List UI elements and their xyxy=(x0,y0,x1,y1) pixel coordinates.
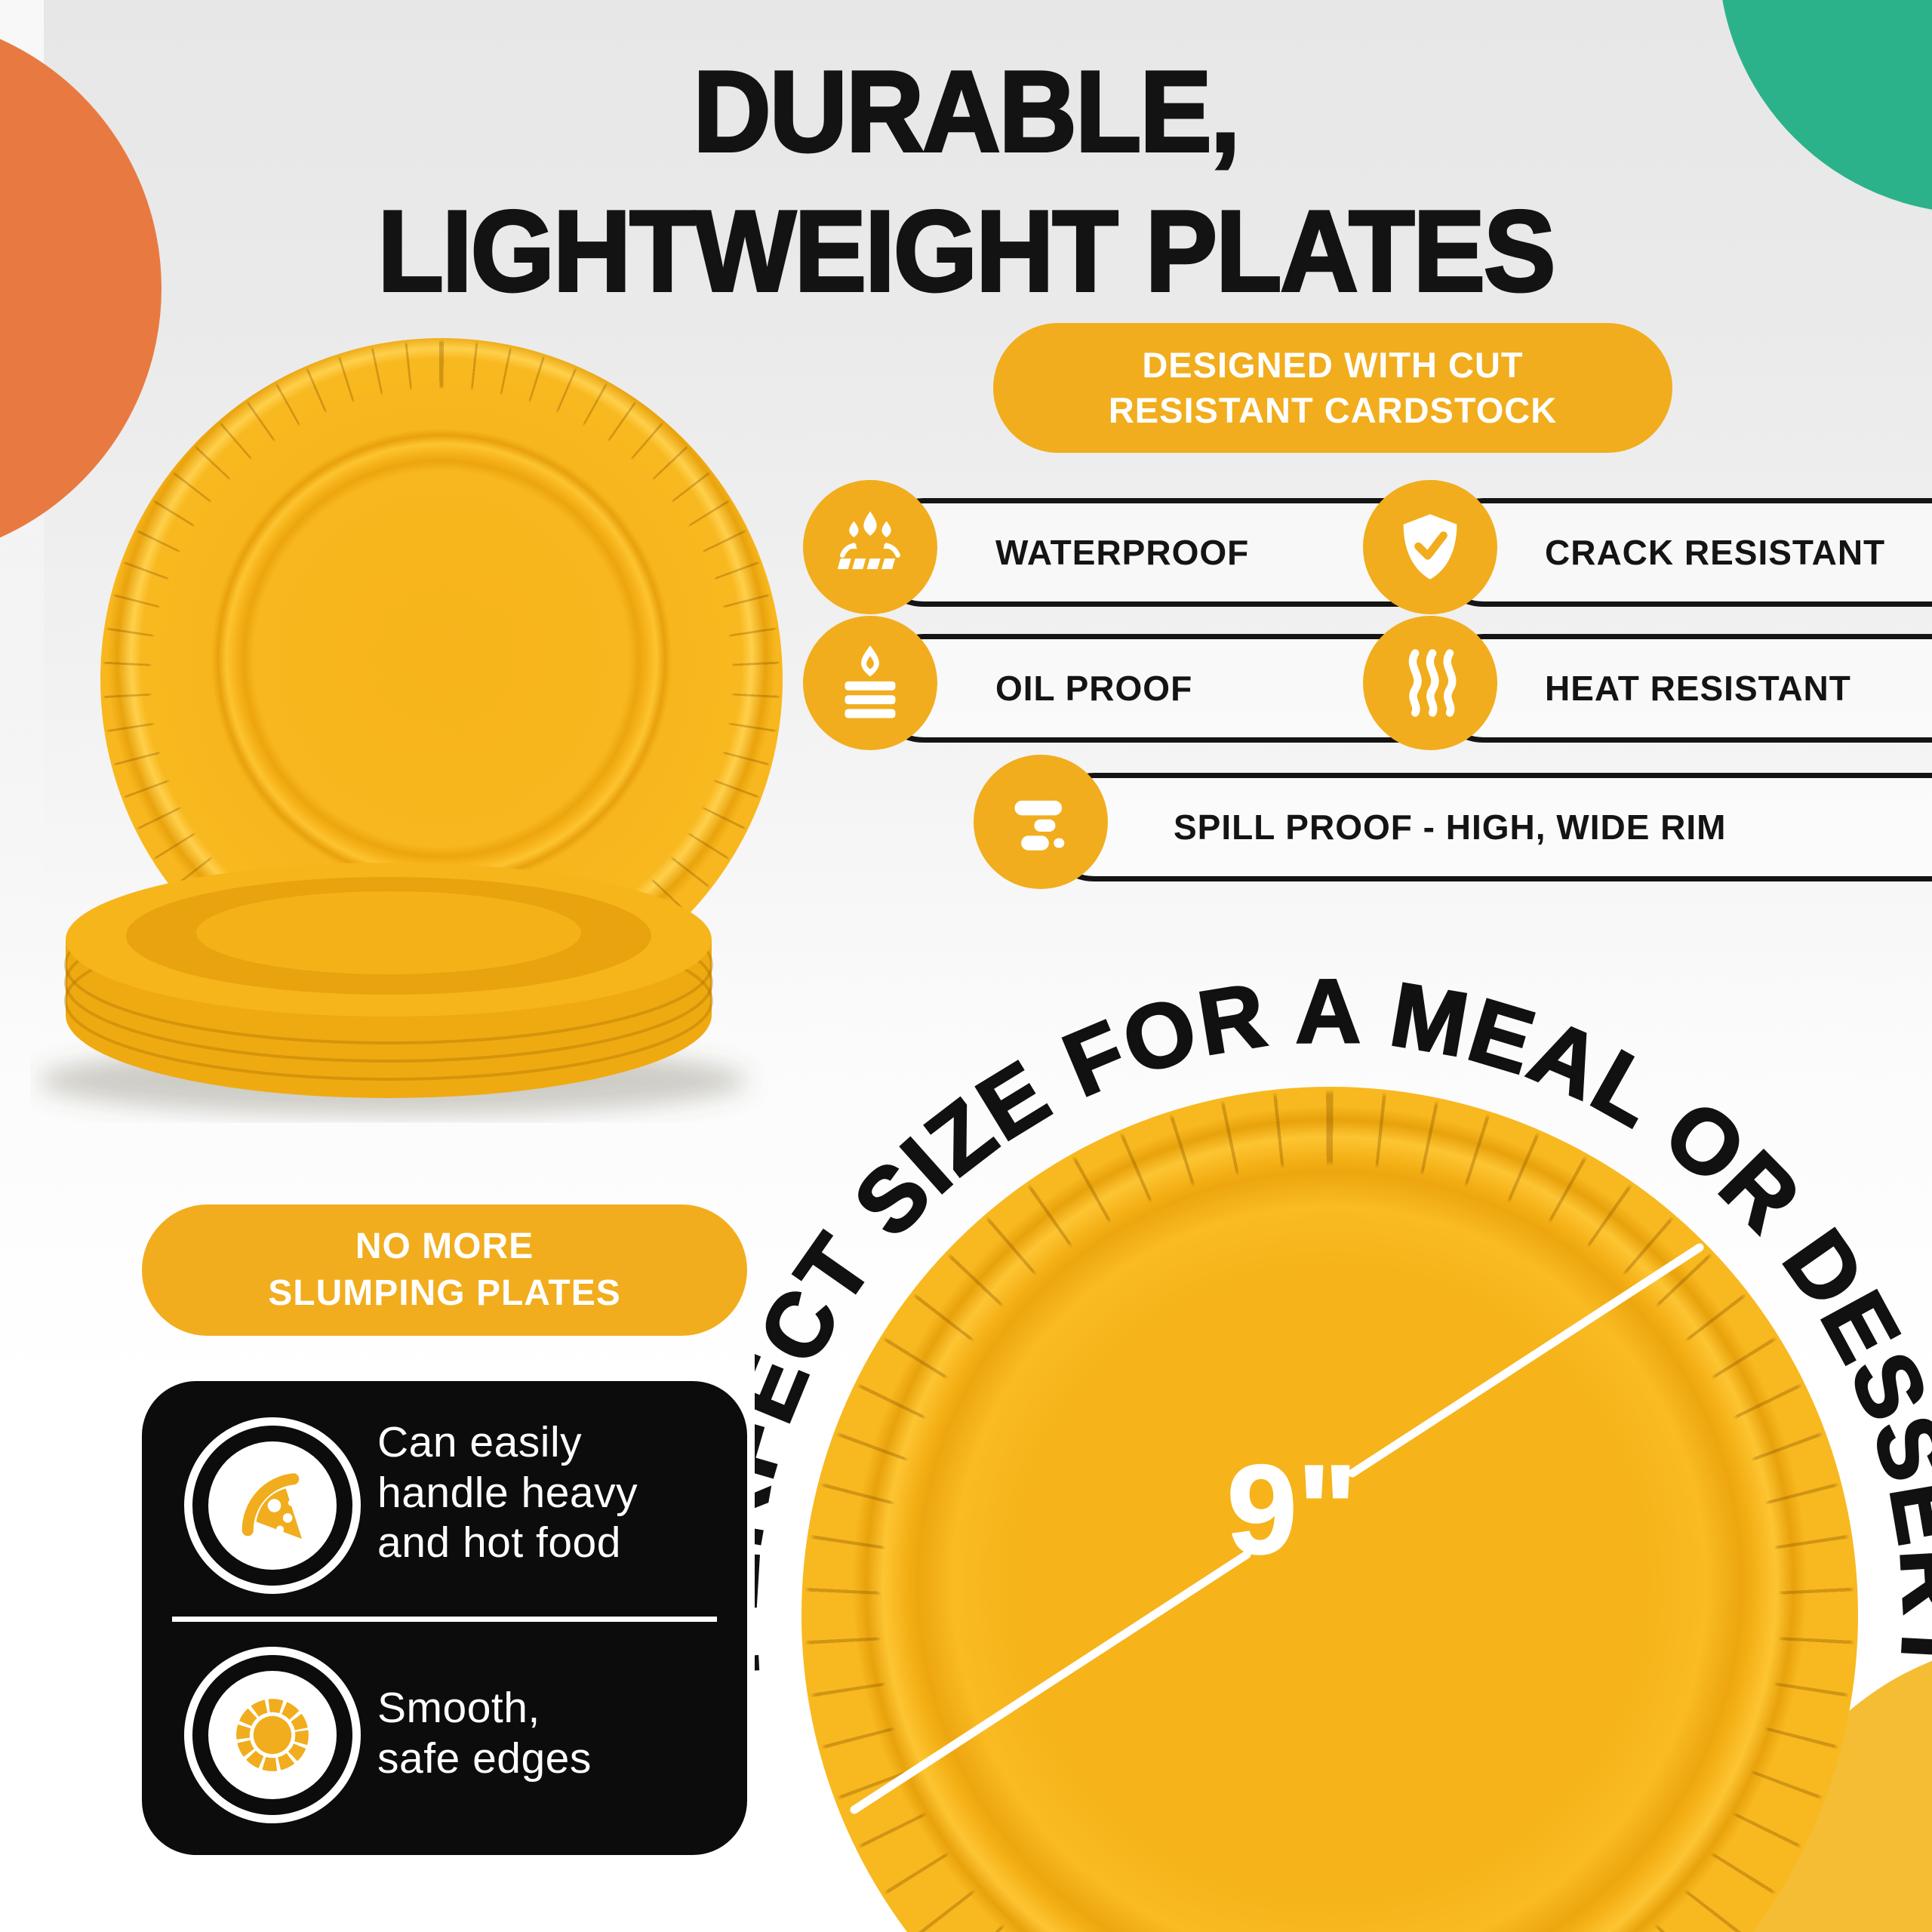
feature-label: WATERPROOF xyxy=(995,533,1250,572)
slumping-banner: NO MORE SLUMPING PLATES xyxy=(142,1204,747,1336)
standing-plate xyxy=(100,338,783,1020)
title-line-1: DURABLE, xyxy=(692,46,1242,177)
diameter-label: 9" xyxy=(1226,1438,1357,1580)
measured-plate-rim-pleats xyxy=(801,1087,1858,1932)
card-divider xyxy=(172,1617,717,1622)
feature-label: OIL PROOF xyxy=(995,669,1193,708)
shield-check-icon xyxy=(1363,480,1497,614)
cardstock-banner-line-2: RESISTANT CARDSTOCK xyxy=(1108,390,1558,430)
diameter-line-upper xyxy=(1348,1243,1704,1478)
plate-stack-front xyxy=(38,863,747,1115)
feature-pill-spill-proof: SPILL PROOF - HIGH, WIDE RIM xyxy=(1040,773,1932,881)
feature-label: SPILL PROOF - HIGH, WIDE RIM xyxy=(1174,808,1727,847)
feature-label: HEAT RESISTANT xyxy=(1545,669,1851,708)
size-callout: PERFECT SIZE FOR A MEAL OR DESSERT 9" xyxy=(755,959,1932,1814)
cardstock-banner: DESIGNED WITH CUT RESISTANT CARDSTOCK xyxy=(993,323,1672,453)
plate-stack-image xyxy=(100,338,783,1020)
feature-pill-crack-resistant: CRACK RESISTANT xyxy=(1429,498,1932,607)
spill-rim-icon xyxy=(974,755,1108,889)
page-title: DURABLE, LIGHTWEIGHT PLATES xyxy=(58,42,1874,322)
slumping-banner-line-1: NO MORE xyxy=(355,1226,534,1266)
benefits-card: Can easily handle heavy and hot food Smo… xyxy=(142,1381,747,1855)
slumping-banner-line-2: SLUMPING PLATES xyxy=(268,1273,621,1313)
oil-drop-layers-icon xyxy=(803,616,937,750)
title-line-2: LIGHTWEIGHT PLATES xyxy=(377,186,1558,317)
heat-waves-icon xyxy=(1363,616,1497,750)
diameter-line-lower xyxy=(850,1550,1251,1814)
pizza-slice-icon xyxy=(184,1417,361,1594)
cardstock-banner-line-1: DESIGNED WITH CUT xyxy=(1142,344,1524,385)
benefit-text-1: Can easily handle heavy and hot food xyxy=(377,1418,638,1567)
plate-top-icon xyxy=(184,1647,361,1823)
feature-pill-heat-resistant: HEAT RESISTANT xyxy=(1429,634,1932,743)
measured-plate-image xyxy=(801,1087,1858,1932)
benefit-text-2: Smooth, safe edges xyxy=(377,1684,592,1783)
feature-label: CRACK RESISTANT xyxy=(1545,533,1886,572)
water-drops-icon xyxy=(803,480,937,614)
